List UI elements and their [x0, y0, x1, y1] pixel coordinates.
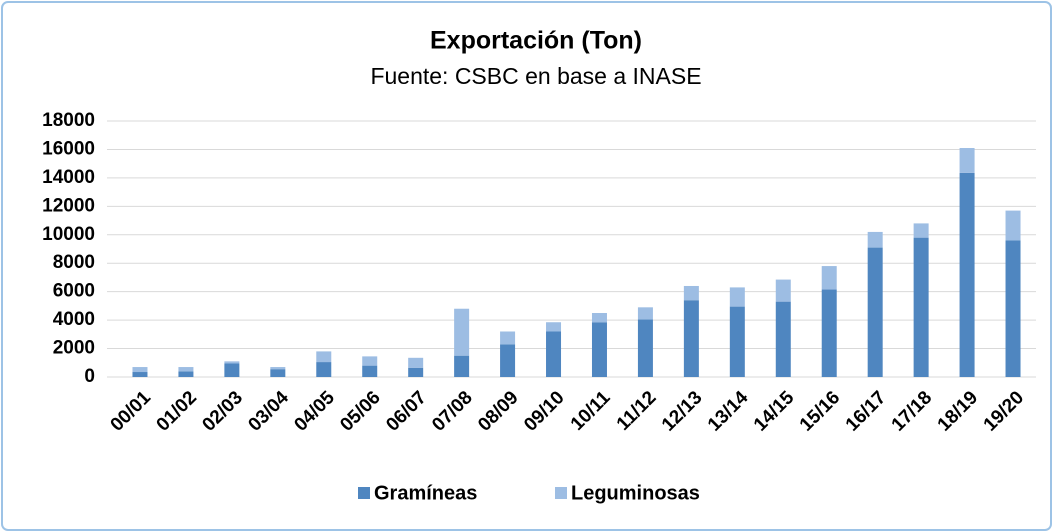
bar-segment — [454, 355, 470, 377]
bar-segment — [500, 344, 516, 377]
bar-segment — [408, 357, 424, 368]
chart-title: Exportación (Ton) — [430, 27, 642, 55]
bar-segment — [132, 367, 148, 373]
bar-segment — [1005, 240, 1021, 377]
bar-segment — [316, 362, 332, 377]
bar-segment — [408, 367, 424, 377]
y-tick-label: 18000 — [42, 110, 95, 131]
bar-segment — [591, 322, 607, 377]
bar-segment — [637, 319, 653, 377]
y-tick-label: 8000 — [53, 252, 95, 273]
y-tick-label: 6000 — [53, 281, 95, 302]
legend-label: Leguminosas — [571, 482, 700, 504]
bar-segment — [178, 371, 194, 377]
y-tick-label: 0 — [84, 366, 95, 387]
bar-segment — [775, 301, 791, 377]
bar-segment — [775, 279, 791, 302]
bar-segment — [270, 369, 286, 377]
legend-swatch — [555, 487, 567, 499]
bar-segment — [821, 289, 837, 377]
bar-segment — [867, 231, 883, 248]
y-tick-label: 16000 — [42, 138, 95, 159]
y-tick-label: 4000 — [53, 309, 95, 330]
bar-segment — [867, 247, 883, 377]
bar-segment — [959, 148, 975, 173]
bar-segment — [637, 307, 653, 320]
bar-segment — [729, 306, 745, 377]
bar-segment — [1005, 210, 1021, 241]
bar-segment — [362, 356, 378, 366]
bar-segment — [454, 308, 470, 356]
bar-segment — [132, 372, 148, 377]
bar-segment — [224, 361, 240, 364]
bar-segment — [224, 363, 240, 377]
bar-segment — [959, 172, 975, 377]
y-tick-label: 2000 — [53, 338, 95, 359]
bar-segment — [178, 367, 194, 372]
bar-segment — [729, 287, 745, 307]
bar-segment — [270, 367, 286, 370]
bar-segment — [316, 351, 332, 363]
bar-segment — [683, 300, 699, 377]
bar-segment — [913, 237, 929, 377]
legend-swatch — [358, 487, 370, 499]
chart-subtitle: Fuente: CSBC en base a INASE — [370, 63, 701, 89]
bar-segment — [683, 285, 699, 301]
legend-label: Gramíneas — [374, 482, 477, 504]
bar-segment — [546, 322, 562, 332]
y-tick-label: 12000 — [42, 195, 95, 216]
bar-segment — [821, 266, 837, 290]
bar-segment — [362, 365, 378, 377]
bar-segment — [500, 331, 516, 345]
y-tick-label: 10000 — [42, 224, 95, 245]
bar-segment — [591, 313, 607, 323]
y-tick-label: 14000 — [42, 167, 95, 188]
bar-segment — [546, 331, 562, 377]
bar-segment — [913, 223, 929, 238]
